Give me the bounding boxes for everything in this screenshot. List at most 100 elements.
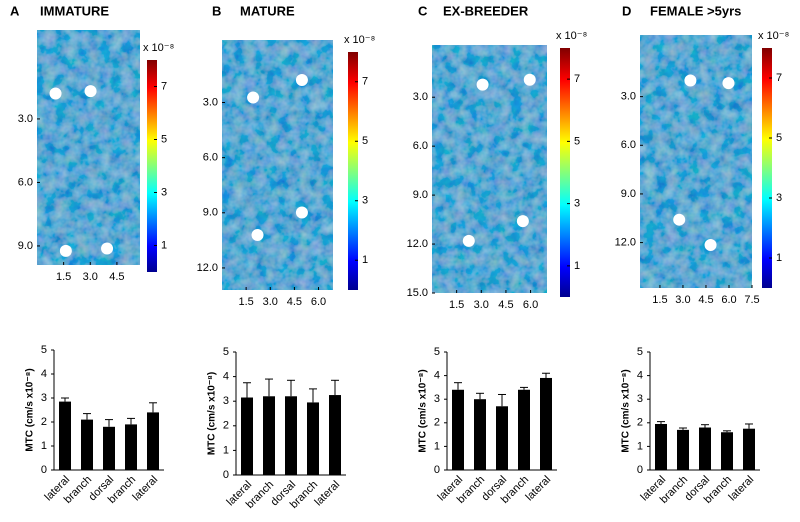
electrode-marker	[247, 91, 260, 104]
colorbar-tick-label: 5	[574, 135, 580, 147]
panel-letter: D	[622, 3, 631, 18]
error-bar	[520, 386, 528, 390]
y-tick-label: 2	[434, 417, 440, 429]
electrode-marker	[516, 215, 529, 228]
bar	[125, 424, 137, 470]
error-bar	[542, 372, 550, 378]
electrode-marker	[523, 73, 536, 86]
x-tick-label: 3.0	[474, 299, 489, 311]
colorbar-tick-label: 1	[161, 239, 167, 251]
y-tick-label: 4	[223, 371, 229, 383]
y-tick-label: 6.0	[413, 140, 428, 152]
colorbar-tick-label: 3	[574, 198, 580, 210]
error-bar	[243, 382, 251, 398]
y-tick-label: 9.0	[203, 207, 218, 219]
y-tick-label: 2	[637, 417, 643, 429]
panel-title: MATURE	[240, 3, 295, 18]
y-tick-label: 2	[223, 420, 229, 432]
x-tick-label: 1.5	[238, 296, 253, 308]
y-axis-label: MTC (cm/s x10⁻⁸)	[25, 368, 36, 451]
y-tick-label: 1	[434, 440, 440, 452]
colorbar-tick-label: 3	[362, 195, 368, 207]
colorbar-tick-label: 7	[362, 76, 368, 88]
heatmap-texture	[432, 45, 547, 293]
electrode-marker	[462, 234, 475, 247]
electrode-marker	[295, 206, 308, 219]
electrode-marker	[476, 78, 489, 91]
bar	[285, 396, 297, 475]
error-bar	[61, 397, 69, 402]
y-tick-label: 6.0	[203, 152, 218, 164]
y-tick-label: 12.0	[197, 262, 218, 274]
y-tick-label: 5	[223, 346, 229, 358]
error-bar	[331, 379, 339, 396]
error-bar	[105, 419, 113, 427]
electrode-marker	[673, 213, 686, 226]
x-tick-label: 4.5	[287, 296, 302, 308]
y-tick-label: 0	[41, 464, 47, 476]
y-tick-label: 12.0	[407, 238, 428, 250]
electrode-marker	[101, 242, 114, 255]
electrode-marker	[722, 77, 735, 90]
y-tick-label: 3.0	[18, 113, 33, 125]
y-tick-label: 9.0	[621, 188, 636, 200]
colorbar-label: x 10⁻⁸	[758, 30, 789, 42]
y-tick-label: 3.0	[203, 96, 218, 108]
y-tick-label: 3.0	[621, 91, 636, 103]
error-bar	[265, 378, 273, 397]
bar	[677, 429, 689, 470]
bar	[147, 412, 159, 470]
colorbar-label: x 10⁻⁸	[344, 34, 375, 46]
error-bar	[476, 392, 484, 400]
x-tick-label: 6.0	[311, 296, 326, 308]
y-axis-label: MTC (cm/s x10⁻⁸)	[621, 369, 632, 452]
colorbar-tick-label: 3	[776, 192, 782, 204]
y-tick-label: 4	[637, 370, 643, 382]
y-tick-label: 15.0	[407, 287, 428, 299]
bar	[743, 428, 755, 470]
error-bar	[149, 402, 157, 413]
colorbar	[560, 48, 570, 297]
electrode-marker	[295, 74, 308, 86]
y-tick-label: 3	[41, 392, 47, 404]
colorbar-tick-label: 7	[574, 73, 580, 85]
error-bar	[723, 430, 731, 433]
bar	[496, 406, 508, 470]
y-tick-label: 6.0	[18, 176, 33, 188]
bar	[518, 389, 530, 470]
bar	[329, 395, 341, 475]
y-tick-label: 1	[223, 444, 229, 456]
colorbar-tick-label: 7	[161, 80, 167, 92]
electrode-marker	[59, 244, 72, 257]
panel-letter: B	[212, 3, 221, 18]
bar	[103, 426, 115, 470]
colorbar-tick-label: 1	[362, 254, 368, 266]
y-tick-label: 9.0	[18, 240, 33, 252]
x-tick-label: 7.5	[744, 294, 759, 306]
bar	[699, 427, 711, 470]
colorbar	[762, 48, 772, 288]
bar	[241, 397, 253, 475]
y-tick-label: 4	[41, 368, 47, 380]
colorbar	[348, 52, 358, 290]
x-tick-label: 6.0	[523, 299, 538, 311]
y-tick-label: 1	[637, 440, 643, 452]
bar	[721, 432, 733, 470]
x-tick-label: 6.0	[721, 294, 736, 306]
bar	[655, 423, 667, 470]
y-tick-label: 3	[637, 393, 643, 405]
y-tick-label: 1	[41, 440, 47, 452]
error-bar	[701, 424, 709, 428]
y-tick-label: 12.0	[615, 236, 636, 248]
heatmap-texture	[640, 35, 752, 288]
y-tick-label: 5	[41, 344, 47, 356]
colorbar-tick-label: 7	[776, 72, 782, 84]
x-tick-label: 3.0	[263, 296, 278, 308]
x-tick-label: 4.5	[109, 271, 124, 283]
x-tick-label: 4.5	[698, 294, 713, 306]
x-tick-label: lateral	[523, 474, 553, 504]
heatmap-texture	[37, 30, 140, 265]
x-tick-label: 3.0	[83, 271, 98, 283]
electrode-marker	[49, 87, 62, 100]
y-tick-label: 4	[434, 370, 440, 382]
